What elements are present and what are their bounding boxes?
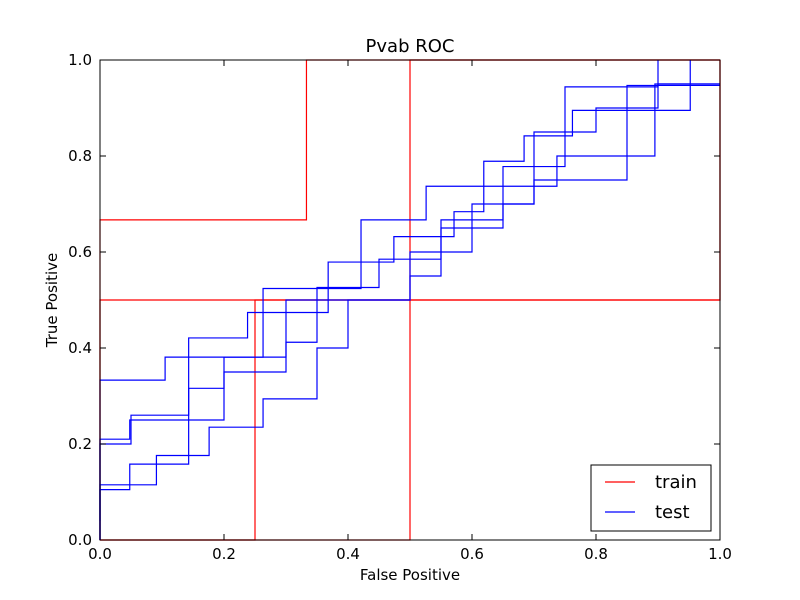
test-curve-8 [99, 83, 720, 540]
legend: train test [590, 464, 712, 532]
legend-test-label: test [655, 502, 690, 523]
y-tick-label: 1.0 [68, 51, 92, 69]
test-curve-5 [99, 60, 691, 521]
legend-box [590, 464, 712, 532]
x-tick-label: 1.0 [708, 545, 732, 563]
chart-title: Pvab ROC [366, 36, 455, 57]
x-tick-label: 0.0 [88, 545, 112, 563]
plot-frame [99, 59, 721, 541]
y-axis-label: True Positive [43, 253, 61, 348]
x-axis-label: False Positive [360, 566, 460, 584]
x-tick-label: 0.8 [584, 545, 608, 563]
y-tick-label: 0.0 [68, 531, 92, 549]
y-tick-label: 0.4 [68, 339, 92, 357]
test-curve-4 [99, 83, 720, 540]
x-tick-label: 0.2 [212, 545, 236, 563]
legend-train-label: train [655, 472, 697, 493]
y-tick-label: 0.2 [68, 435, 92, 453]
tick-layer: 0.0 0.2 0.4 0.6 0.8 1.0 0.0 0.2 0.4 0.6 0.8 1.0 [68, 51, 732, 563]
y-tick-label: 0.8 [68, 147, 92, 165]
y-tick-label: 0.6 [68, 243, 92, 261]
x-tick-label: 0.6 [460, 545, 484, 563]
x-tick-label: 0.4 [336, 545, 360, 563]
